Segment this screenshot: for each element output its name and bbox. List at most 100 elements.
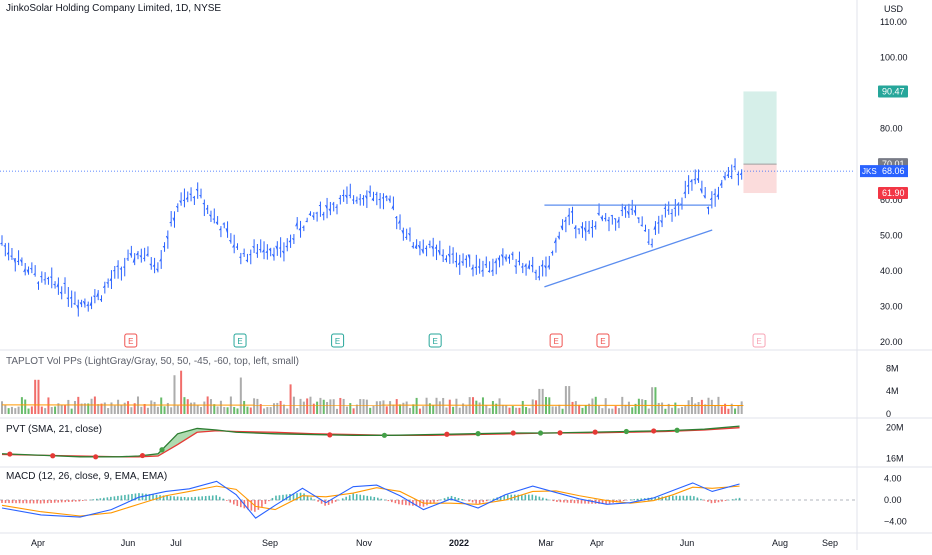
volume-bar bbox=[412, 404, 414, 414]
volume-bar bbox=[217, 406, 219, 414]
macd-histogram-bar bbox=[489, 500, 491, 501]
macd-histogram-bar bbox=[676, 496, 678, 501]
volume-bar bbox=[150, 400, 152, 414]
macd-histogram-bar bbox=[205, 496, 207, 500]
volume-bar bbox=[376, 401, 378, 414]
volume-bar bbox=[306, 398, 308, 414]
volume-bar bbox=[389, 401, 391, 414]
volume-bar bbox=[475, 401, 477, 414]
macd-histogram-bar bbox=[714, 500, 716, 503]
macd-histogram-bar bbox=[61, 500, 63, 502]
volume-ma-line bbox=[2, 405, 743, 406]
earnings-marker: E bbox=[753, 334, 765, 347]
price-tick-label: 30.00 bbox=[880, 301, 903, 311]
macd-histogram-bar bbox=[75, 500, 77, 502]
macd-histogram-bar bbox=[697, 498, 699, 501]
volume-bar bbox=[8, 408, 10, 414]
price-bar-open bbox=[339, 198, 341, 199]
macd-histogram-bar bbox=[279, 495, 281, 500]
volume-bar bbox=[608, 408, 610, 414]
volume-bar bbox=[522, 401, 524, 414]
volume-bar bbox=[535, 400, 537, 414]
price-bar-open bbox=[50, 277, 52, 278]
volume-bar bbox=[555, 406, 557, 414]
volume-bar bbox=[419, 409, 421, 414]
volume-bar bbox=[508, 408, 510, 414]
macd-histogram-bar bbox=[265, 500, 267, 504]
volume-bar bbox=[240, 378, 242, 414]
time-axis-label: Jul bbox=[170, 538, 182, 548]
volume-bar bbox=[688, 400, 690, 414]
pvt-cross-dot bbox=[624, 429, 629, 434]
volume-bar bbox=[356, 405, 358, 414]
macd-histogram-bar bbox=[68, 500, 70, 502]
macd-histogram-bar bbox=[444, 498, 446, 500]
volume-bar bbox=[674, 403, 676, 414]
macd-histogram-bar bbox=[433, 500, 435, 503]
volume-bar bbox=[598, 406, 600, 414]
macd-histogram-bar bbox=[577, 500, 579, 503]
price-bar-open bbox=[127, 259, 129, 260]
support-trendline bbox=[544, 230, 712, 287]
macd-histogram-bar bbox=[461, 499, 463, 500]
macd-histogram-bar bbox=[345, 497, 347, 501]
volume-bar bbox=[280, 401, 282, 414]
volume-bar bbox=[721, 406, 723, 414]
time-axis-label: Nov bbox=[356, 538, 373, 548]
volume-bar bbox=[21, 397, 23, 414]
volume-tick-label: 4M bbox=[886, 386, 899, 396]
macd-histogram-bar bbox=[721, 500, 723, 502]
macd-tick-label: 0.00 bbox=[884, 495, 902, 505]
volume-bar bbox=[615, 406, 617, 414]
price-bar-open bbox=[521, 267, 523, 268]
pvt-cross-dot bbox=[140, 453, 145, 458]
macd-histogram-bar bbox=[525, 495, 527, 501]
price-tick-label: 100.00 bbox=[880, 53, 908, 63]
macd-histogram-bar bbox=[570, 500, 572, 503]
volume-bar bbox=[591, 398, 593, 414]
macd-histogram-bar bbox=[47, 500, 49, 503]
volume-bar bbox=[465, 406, 467, 414]
macd-histogram-bar bbox=[156, 495, 158, 500]
macd-histogram-bar bbox=[170, 496, 172, 500]
volume-bar bbox=[227, 407, 229, 414]
volume-bar bbox=[638, 399, 640, 414]
volume-bar bbox=[333, 399, 335, 414]
macd-histogram-bar bbox=[479, 500, 481, 504]
volume-bar bbox=[34, 380, 36, 414]
macd-histogram-bar bbox=[36, 500, 38, 503]
price-tick-label: 40.00 bbox=[880, 266, 903, 276]
volume-bar bbox=[263, 408, 265, 414]
time-axis-label: Jun bbox=[680, 538, 695, 548]
volume-bar bbox=[734, 408, 736, 414]
macd-histogram-bar bbox=[187, 497, 189, 500]
volume-bar bbox=[290, 384, 292, 414]
volume-bar bbox=[485, 405, 487, 414]
macd-histogram-bar bbox=[668, 496, 670, 500]
volume-bar bbox=[409, 408, 411, 414]
volume-bar bbox=[180, 371, 182, 414]
macd-histogram-bar bbox=[384, 500, 386, 501]
volume-bar bbox=[256, 399, 258, 414]
macd-histogram-bar bbox=[335, 500, 337, 502]
volume-bar bbox=[681, 407, 683, 414]
macd-histogram-bar bbox=[201, 496, 203, 500]
volume-bar bbox=[698, 402, 700, 414]
price-bar-open bbox=[651, 244, 653, 245]
volume-bar bbox=[449, 400, 451, 414]
macd-histogram-bar bbox=[349, 495, 351, 500]
volume-bar bbox=[654, 387, 656, 414]
macd-histogram-bar bbox=[352, 494, 354, 501]
volume-bar bbox=[18, 407, 20, 414]
volume-bar bbox=[114, 406, 116, 414]
price-bar-open bbox=[737, 174, 739, 175]
macd-histogram-bar bbox=[458, 498, 460, 500]
volume-bar bbox=[74, 401, 76, 414]
volume-bar bbox=[452, 407, 454, 414]
volume-bar bbox=[210, 399, 212, 414]
volume-bar bbox=[625, 405, 627, 414]
macd-histogram-bar bbox=[373, 497, 375, 500]
earnings-marker-label: E bbox=[335, 337, 340, 346]
volume-bar bbox=[445, 408, 447, 414]
